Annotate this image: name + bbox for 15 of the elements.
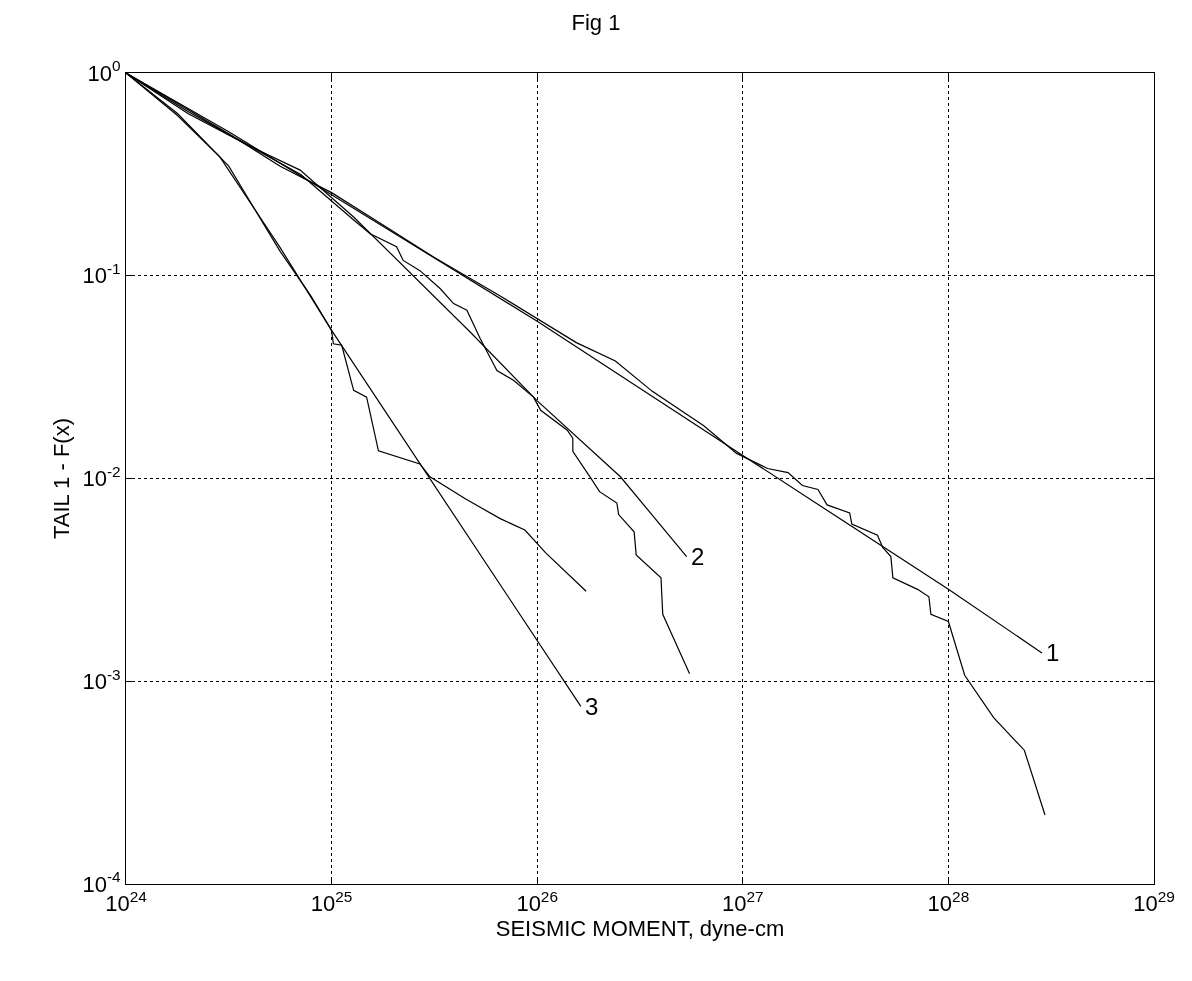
annotation: 3 <box>585 693 599 720</box>
y-tick-label: 10$^{0}$ <box>87 57 121 86</box>
y-tick-label: 10$^{-1}$ <box>82 260 121 289</box>
annotation: 1 <box>1046 639 1060 666</box>
x-axis-title: SEISMIC MOMENT, dyne-cm <box>495 916 785 942</box>
annotation: 2 <box>691 543 705 570</box>
x-tick-label: 10$^{28}$ <box>927 888 970 917</box>
y-axis-title: TAIL 1 - F(x) <box>49 418 75 539</box>
y-tick-label: 10$^{-3}$ <box>82 665 121 694</box>
x-tick-label: 10$^{26}$ <box>516 888 558 917</box>
y-tick-label: 10$^{-2}$ <box>82 462 121 492</box>
x-tick-label: 10$^{25}$ <box>310 888 353 917</box>
x-tick-label: 10$^{29}$ <box>1133 888 1175 917</box>
chart-title: Fig 1 <box>571 10 621 36</box>
x-tick-label: 10$^{27}$ <box>722 888 764 917</box>
